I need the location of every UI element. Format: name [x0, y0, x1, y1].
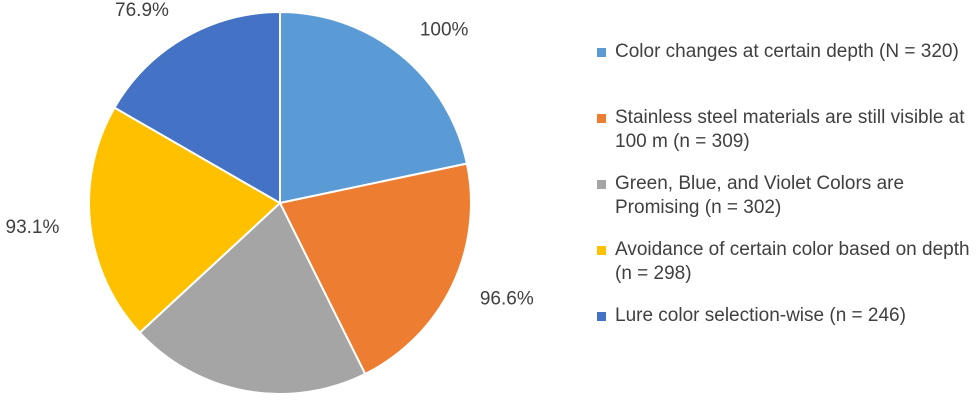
pie-slice	[279, 10, 469, 205]
legend-item: Color changes at certain depth (N = 320)	[597, 40, 972, 106]
legend-swatch	[597, 312, 606, 321]
pie-slice	[113, 10, 281, 205]
pie-area: 100% 96.6% 93.1% 76.9%	[6, 0, 534, 395]
legend: Color changes at certain depth (N = 320)…	[597, 40, 972, 370]
legend-item: Stainless steel materials are still visi…	[597, 106, 972, 172]
pie-slice	[138, 201, 367, 395]
legend-label: Avoidance of certain color based on dept…	[615, 239, 970, 284]
legend-label: Stainless steel materials are still visi…	[615, 107, 965, 152]
legend-swatch	[597, 180, 606, 189]
legend-item: Lure color selection-wise (n = 246)	[597, 304, 972, 370]
legend-swatch	[597, 48, 606, 57]
legend-swatch	[597, 246, 606, 255]
legend-item: Avoidance of certain color based on dept…	[597, 238, 972, 304]
data-label: 100%	[420, 20, 469, 41]
pie-slice	[278, 162, 472, 376]
pie-slice	[88, 106, 282, 335]
data-label: 93.1%	[6, 217, 60, 238]
data-label: 76.9%	[115, 0, 169, 21]
legend-label: Lure color selection-wise (n = 246)	[615, 305, 906, 326]
legend-label: Green, Blue, and Violet Colors are Promi…	[615, 173, 905, 218]
legend-label: Color changes at certain depth (N = 320)	[615, 41, 959, 62]
data-label: 96.6%	[480, 289, 534, 310]
legend-swatch	[597, 114, 606, 123]
legend-item: Green, Blue, and Violet Colors are Promi…	[597, 172, 972, 238]
